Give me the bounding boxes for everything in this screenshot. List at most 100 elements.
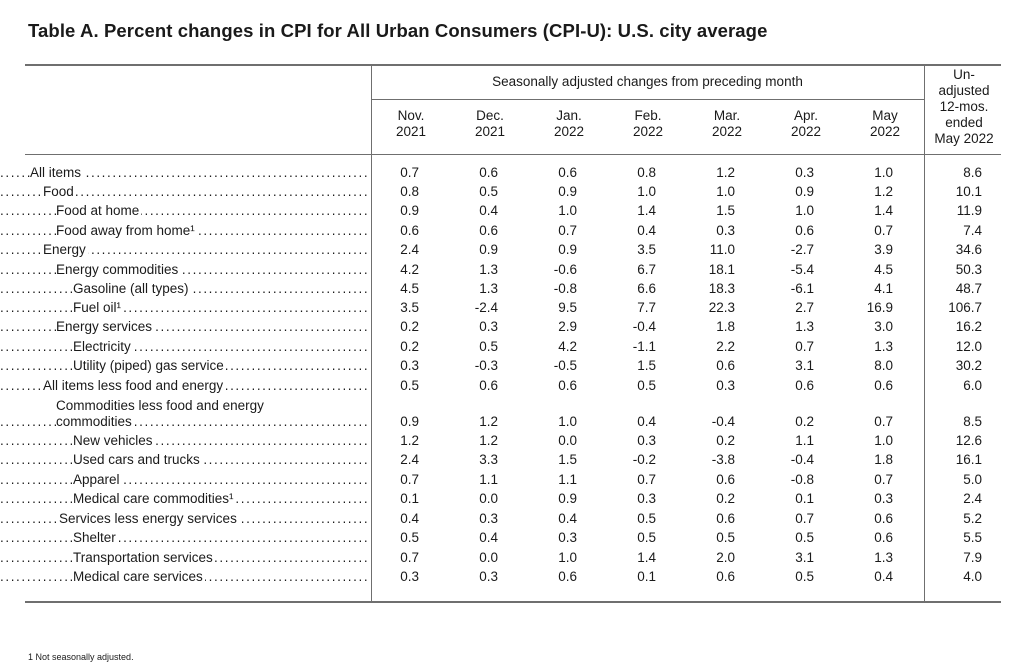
table-cell: 1.2 [400,433,419,448]
table-cell: 3.1 [795,550,814,565]
row-label: Energy [43,242,88,257]
table-cell: 0.6 [874,511,893,526]
dot-leader: ........................................… [0,319,368,334]
table-cell: 0.2 [795,414,814,429]
table-row: ........................................… [0,183,1024,201]
row-label-cell: ........................................… [0,164,368,182]
table-cell: 3.5 [400,300,419,315]
row-label: Apparel [73,472,122,487]
row-label: commodities [56,414,134,429]
table-cell: 4.1 [874,281,893,296]
table-cell: 4.2 [558,339,577,354]
table-cell: 0.3 [795,165,814,180]
table-cell: 0.7 [874,472,893,487]
unadjusted-column-divider [924,64,925,602]
table-cell: 0.6 [874,378,893,393]
annual-change-cell: 2.4 [963,491,982,506]
table-cell: 0.4 [400,511,419,526]
row-label-cell: ........................................… [0,202,368,220]
table-cell: -0.3 [474,358,498,373]
table-cell: -2.7 [790,242,814,257]
table-row: ........................................… [0,568,1024,586]
table-cell: 0.7 [400,550,419,565]
dot-leader: ........................................… [0,414,368,429]
row-label: New vehicles [73,433,155,448]
table-row: ........................................… [0,241,1024,259]
row-label: All items less food and energy [43,378,226,393]
table-cell: 0.5 [795,530,814,545]
table-cell: -0.6 [553,262,577,277]
row-label-cell: ........................................… [0,413,368,431]
table-cell: 0.3 [400,569,419,584]
table-cell: 1.3 [479,262,498,277]
table-cell: 1.0 [637,184,656,199]
table-cell: -5.4 [790,262,814,277]
row-label: All items [30,165,84,180]
row-label: Utility (piped) gas service [73,358,226,373]
table-cell: 1.8 [874,452,893,467]
table-cell: 1.2 [479,414,498,429]
table-cell: 1.0 [874,433,893,448]
table-cell: 0.5 [637,530,656,545]
column-header: Jan. 2022 [529,108,609,140]
annual-change-cell: 12.0 [955,339,982,354]
table-cell: -0.4 [711,414,735,429]
table-row: ........................................… [0,432,1024,450]
table-row: ........................................… [0,510,1024,528]
table-cell: 0.5 [479,339,498,354]
table-cell: 1.0 [558,414,577,429]
row-label-cell: ........................................… [0,451,368,469]
row-label: Medical care services [73,569,205,584]
table-cell: 0.9 [479,242,498,257]
table-row: ........................................… [0,451,1024,469]
table-cell: 1.4 [637,550,656,565]
table-cell: 3.1 [795,358,814,373]
annual-change-cell: 10.1 [955,184,982,199]
row-label-cell: ........................................… [0,510,368,528]
annual-change-cell: 48.7 [955,281,982,296]
dot-leader: ........................................… [0,433,368,448]
table-cell: 0.6 [716,358,735,373]
annual-change-cell: 7.9 [963,550,982,565]
table-cell: 18.3 [708,281,735,296]
column-header-month: Jan. [556,108,582,123]
row-label: Fuel oil¹ [73,300,124,315]
column-header: Mar. 2022 [687,108,767,140]
table-cell: 0.5 [795,569,814,584]
row-label: Food [43,184,76,199]
column-header-year: 2021 [474,124,506,139]
table-cell: 0.6 [558,378,577,393]
table-cell: 0.3 [400,358,419,373]
bottom-rule [25,601,1001,603]
table-cell: 8.0 [874,358,893,373]
table-cell: 0.1 [795,491,814,506]
table-cell: 0.0 [479,491,498,506]
unadjusted-header-line: 12-mos. [939,99,989,114]
annual-change-cell: 8.6 [963,165,982,180]
table-cell: 0.4 [479,530,498,545]
annual-change-cell: 50.3 [955,262,982,277]
table-cell: 0.7 [874,414,893,429]
annual-change-cell: 8.5 [963,414,982,429]
dot-leader: ........................................… [0,203,368,218]
annual-change-cell: 6.0 [963,378,982,393]
column-header-month: Feb. [634,108,662,123]
table-cell: 0.6 [716,472,735,487]
table-cell: 0.6 [479,223,498,238]
table-cell: -0.4 [790,452,814,467]
table-cell: 0.1 [637,569,656,584]
table-row: ........................................… [0,490,1024,508]
row-label-line1: Commodities less food and energy [56,398,264,413]
table-cell: 0.2 [400,339,419,354]
table-cell: -0.5 [553,358,577,373]
annual-change-cell: 7.4 [963,223,982,238]
table-row: ........................................… [0,280,1024,298]
table-cell: 0.2 [716,433,735,448]
table-cell: 0.7 [637,472,656,487]
table-cell: 0.0 [558,433,577,448]
annual-change-cell: 5.2 [963,511,982,526]
table-row: ........................................… [0,299,1024,317]
table-row: ........................................… [0,529,1024,547]
row-label-cell: ........................................… [0,377,368,395]
table-cell: 1.2 [874,184,893,199]
